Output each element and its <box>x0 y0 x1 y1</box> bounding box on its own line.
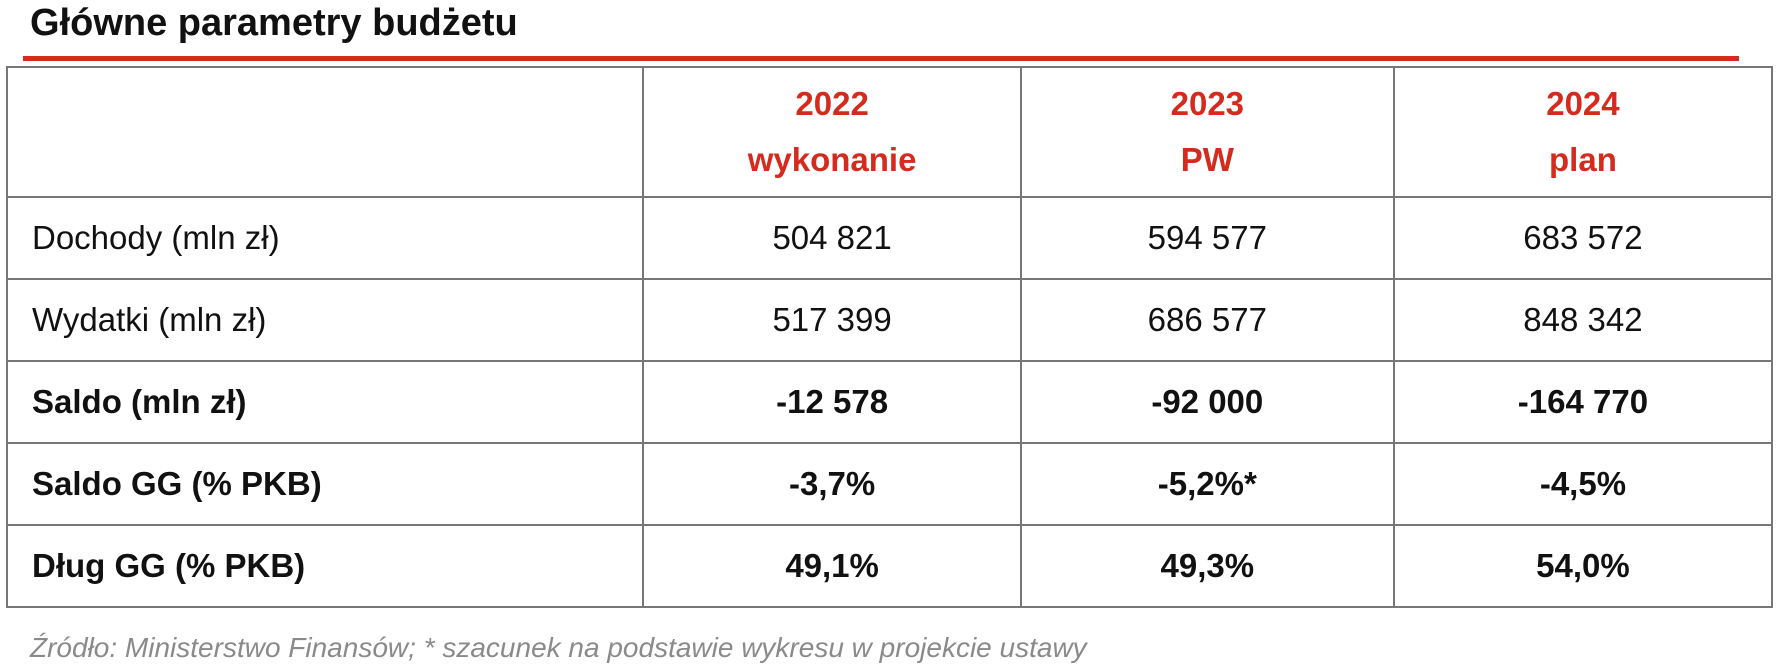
value-cell: 594 577 <box>1019 196 1395 280</box>
corner-cell <box>5 66 645 198</box>
row-label: Saldo GG (% PKB) <box>5 442 645 526</box>
table-row: Saldo (mln zł) -12 578 -92 000 -164 770 <box>5 360 1774 444</box>
value-cell: -4,5% <box>1392 442 1774 526</box>
value-cell: 49,1% <box>642 524 1022 608</box>
budget-table: 2022 wykonanie 2023 PW 2024 plan Dochody (mln… <box>5 66 1774 608</box>
title: Główne parametry budżetu <box>30 2 518 44</box>
value-cell: -12 578 <box>642 360 1022 444</box>
value-cell: 54,0% <box>1392 524 1774 608</box>
column-year: 2023 <box>1170 85 1245 122</box>
source-note: Źródło: Ministerstwo Finansów; * szacune… <box>30 632 1087 663</box>
table-row: Wydatki (mln zł) 517 399 686 577 848 342 <box>5 278 1774 362</box>
column-header: 2024 plan <box>1392 66 1774 198</box>
column-header: 2023 PW <box>1019 66 1395 198</box>
value-cell: 686 577 <box>1019 278 1395 362</box>
table-row: Saldo GG (% PKB) -3,7% -5,2%* -4,5% <box>5 442 1774 526</box>
table-row: Dochody (mln zł) 504 821 594 577 683 572 <box>5 196 1774 280</box>
value-cell: 683 572 <box>1392 196 1774 280</box>
column-label: plan <box>1549 141 1617 178</box>
row-label: Dochody (mln zł) <box>5 196 645 280</box>
column-header: 2022 wykonanie <box>642 66 1022 198</box>
value-cell: 504 821 <box>642 196 1022 280</box>
column-year: 2022 <box>795 85 869 122</box>
column-label: PW <box>1180 141 1234 178</box>
row-label: Dług GG (% PKB) <box>5 524 645 608</box>
title-rule <box>23 56 1739 61</box>
table-head: 2022 wykonanie 2023 PW 2024 plan <box>5 66 1774 198</box>
value-cell: -164 770 <box>1392 360 1774 444</box>
column-year: 2024 <box>1546 85 1620 122</box>
row-label: Wydatki (mln zł) <box>5 278 645 362</box>
row-label: Saldo (mln zł) <box>5 360 645 444</box>
value-cell: -3,7% <box>642 442 1022 526</box>
value-cell: -5,2%* <box>1019 442 1395 526</box>
value-cell: 517 399 <box>642 278 1022 362</box>
header-row: 2022 wykonanie 2023 PW 2024 plan <box>5 66 1774 198</box>
table-body: Dochody (mln zł) 504 821 594 577 683 572 Wyd… <box>5 196 1774 608</box>
value-cell: 49,3% <box>1019 524 1395 608</box>
table-row: Dług GG (% PKB) 49,1% 49,3% 54,0% <box>5 524 1774 608</box>
value-cell: -92 000 <box>1019 360 1395 444</box>
column-label: wykonanie <box>747 141 917 178</box>
value-cell: 848 342 <box>1392 278 1774 362</box>
